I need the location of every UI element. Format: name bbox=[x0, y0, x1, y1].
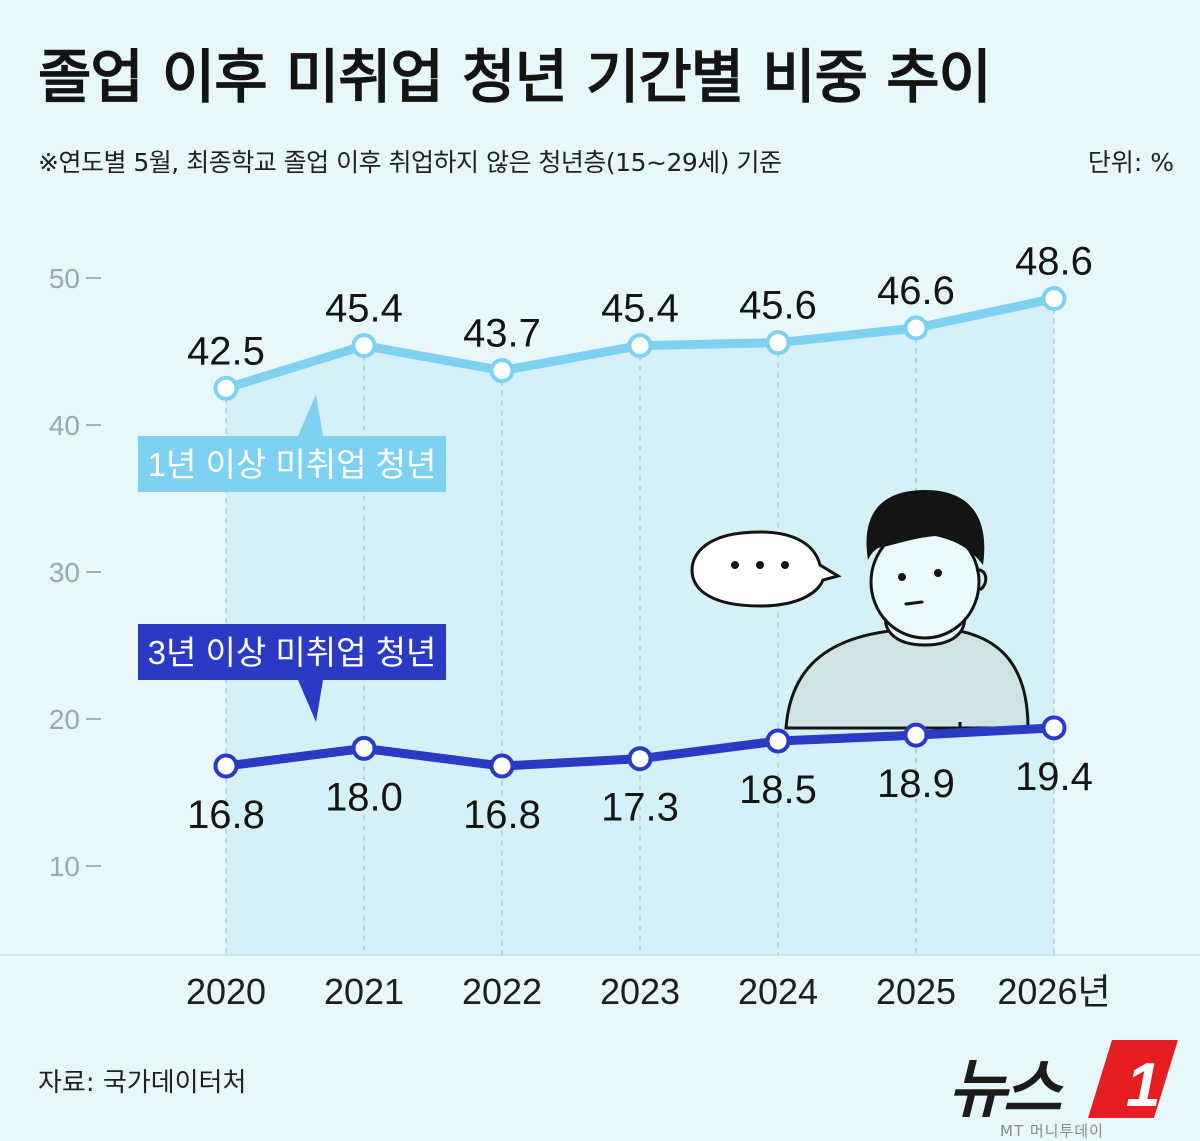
x-tick-label-6: 2026년 bbox=[997, 971, 1110, 1012]
legend-box-2 bbox=[138, 624, 446, 680]
y-tick-label-50: 50 bbox=[49, 263, 80, 294]
series-2-label-2: 16.8 bbox=[463, 793, 541, 837]
legend-tail-1 bbox=[298, 394, 323, 436]
series-1-label-3: 45.4 bbox=[601, 287, 679, 331]
series-2-label-4: 18.5 bbox=[739, 768, 817, 812]
legend-label-1: 1년 이상 미취업 청년 bbox=[148, 446, 437, 483]
series-2-point-4 bbox=[765, 728, 791, 754]
series-2-point-6 bbox=[1041, 715, 1067, 741]
x-tick-label-3: 2023 bbox=[600, 971, 680, 1012]
y-tick-label-20: 20 bbox=[49, 704, 80, 735]
y-tick-label-10: 10 bbox=[49, 851, 80, 882]
speech-bubble-icon bbox=[690, 530, 842, 608]
series-1-point-5 bbox=[903, 315, 929, 341]
series-1-label-2: 43.7 bbox=[463, 312, 541, 356]
series-2-label-5: 18.9 bbox=[877, 762, 955, 806]
illustration-person bbox=[784, 490, 1030, 730]
series-2-point-5 bbox=[903, 722, 929, 748]
speech-bubble-shape bbox=[690, 530, 842, 608]
series-1-point-0 bbox=[213, 375, 239, 401]
x-tick-label-2: 2022 bbox=[462, 971, 542, 1012]
series-1-point-2 bbox=[489, 358, 515, 384]
series-1-label-6: 48.6 bbox=[1015, 240, 1093, 284]
logo-text: 뉴스 bbox=[948, 1053, 1062, 1127]
x-tick-label-5: 2025 bbox=[876, 971, 956, 1012]
x-tick-label-4: 2024 bbox=[738, 971, 818, 1012]
person-eye-left bbox=[898, 573, 906, 581]
person-hair bbox=[866, 490, 985, 565]
speech-bubble-dot-2 bbox=[781, 561, 789, 569]
legend-box-1 bbox=[138, 436, 446, 492]
series-1-point-3 bbox=[627, 333, 653, 359]
series-1-point-1 bbox=[351, 333, 377, 359]
person-ear bbox=[975, 568, 988, 592]
series-2-point-3 bbox=[627, 746, 653, 772]
person-eye-right bbox=[934, 569, 942, 577]
x-tick-label-0: 2020 bbox=[186, 971, 266, 1012]
legend-tail-2 bbox=[298, 680, 323, 722]
logo-sub: MT 머니투데이 bbox=[1000, 1122, 1104, 1140]
y-tick-label-30: 30 bbox=[49, 557, 80, 588]
page-title: 졸업 이후 미취업 청년 기간별 비중 추이 bbox=[38, 43, 992, 111]
series-2-label-3: 17.3 bbox=[601, 786, 679, 830]
series-1-label-5: 46.6 bbox=[877, 269, 955, 313]
series-2-label-6: 19.4 bbox=[1015, 755, 1093, 799]
x-tick-label-1: 2021 bbox=[324, 971, 404, 1012]
series-1-label-4: 45.6 bbox=[739, 284, 817, 328]
speech-bubble-dot-0 bbox=[731, 561, 739, 569]
speech-bubble-dot-1 bbox=[756, 561, 764, 569]
series-1-label-0: 42.5 bbox=[187, 329, 265, 373]
series-1-point-6 bbox=[1041, 286, 1067, 312]
series-2-label-0: 16.8 bbox=[187, 793, 265, 837]
series-2-point-2 bbox=[489, 753, 515, 779]
unit-label: 단위: % bbox=[1087, 148, 1174, 177]
series-1-point-4 bbox=[765, 330, 791, 356]
legend-label-2: 3년 이상 미취업 청년 bbox=[148, 634, 437, 671]
chart-subtitle: ※연도별 5월, 최종학교 졸업 이후 취업하지 않은 청년층(15~29세) … bbox=[38, 148, 782, 177]
person-mouth bbox=[904, 600, 924, 606]
logo-mark-icon: 1 bbox=[1088, 1040, 1178, 1120]
logo-mark-text: 1 bbox=[1126, 1051, 1160, 1120]
series-2-point-0 bbox=[213, 753, 239, 779]
series-2-label-1: 18.0 bbox=[325, 775, 403, 819]
y-tick-label-40: 40 bbox=[49, 410, 80, 441]
series-2-point-1 bbox=[351, 735, 377, 761]
source-note: 자료: 국가데이터처 bbox=[38, 1068, 247, 1098]
series-1-label-1: 45.4 bbox=[325, 287, 403, 331]
